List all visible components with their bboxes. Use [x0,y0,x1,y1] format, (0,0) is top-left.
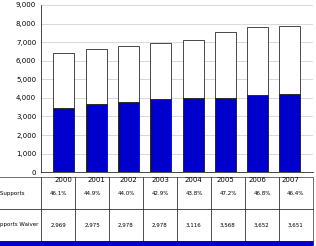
Bar [183,40,204,98]
Bar [247,95,268,172]
Bar [86,49,107,104]
Bar [53,53,75,108]
Bar [183,98,204,172]
Bar [279,26,301,93]
Bar [53,108,75,172]
Bar [279,93,301,172]
Bar [118,102,139,172]
Bar [118,46,139,102]
Bar [86,104,107,172]
Bar [215,32,236,98]
Bar [150,43,171,99]
Bar [150,99,171,172]
Bar [247,27,268,95]
Bar [215,98,236,172]
